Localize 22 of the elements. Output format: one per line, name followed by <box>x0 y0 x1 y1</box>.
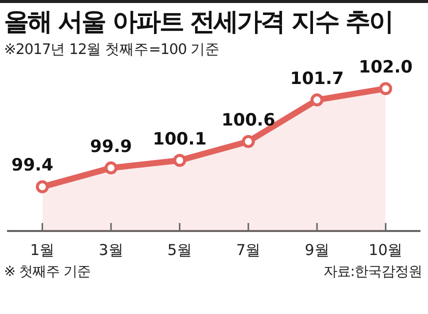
x-tick-label: 5월 <box>167 240 192 259</box>
point <box>36 180 49 194</box>
x-tick-label: 3월 <box>98 240 124 259</box>
annotation: 자료:한국감정원 <box>323 263 422 281</box>
point <box>104 161 118 174</box>
x-tick-label: 1월 <box>30 240 55 259</box>
annotation: ※ 첫째주 기준 <box>4 263 91 281</box>
chart-title: 올해 서울 아파트 전세가격 지수 추이 <box>3 6 394 38</box>
point <box>379 82 392 96</box>
point <box>242 134 255 148</box>
chart-subtitle: ※2017년 12월 첫째주=100 기준 <box>3 41 221 59</box>
point <box>310 93 324 106</box>
data-label: 101.7 <box>290 68 344 89</box>
data-label: 99.4 <box>11 156 54 176</box>
data-label: 100.1 <box>152 129 207 150</box>
x-tick-label: 10월 <box>368 240 403 259</box>
point <box>173 154 186 167</box>
data-label: 100.6 <box>221 110 276 130</box>
x-tick-label: 9월 <box>304 240 330 259</box>
data-label: 102.0 <box>358 58 413 78</box>
x-tick-label: 7월 <box>236 240 261 259</box>
data-label: 99.9 <box>90 136 132 157</box>
